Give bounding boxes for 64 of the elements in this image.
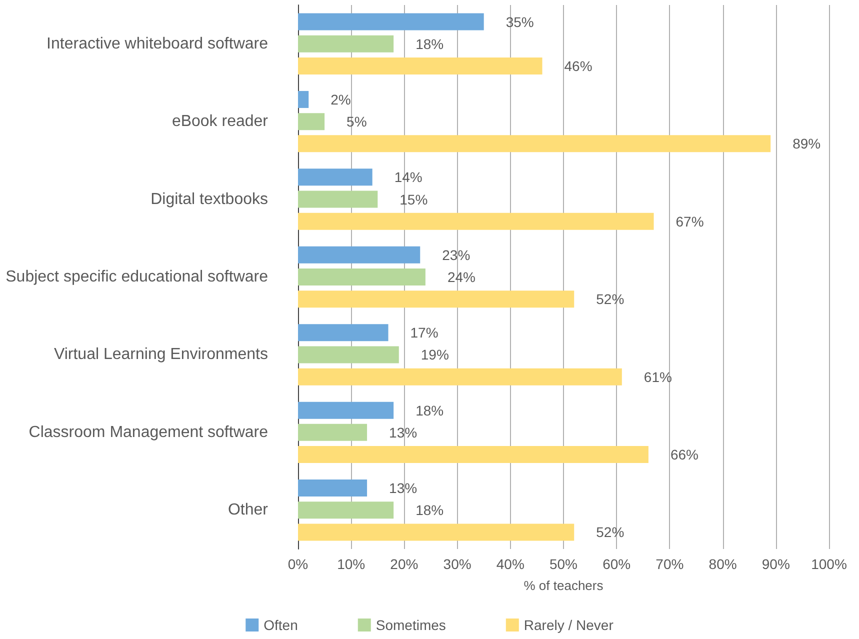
legend-label: Sometimes (376, 617, 446, 633)
bar (298, 113, 325, 130)
bar (298, 212, 654, 230)
legend-label: Often (264, 617, 298, 633)
data-label: 52% (596, 524, 624, 540)
y-tick-label: Other (228, 502, 269, 519)
bar (298, 502, 394, 519)
x-tick-label: 100% (811, 556, 847, 572)
x-tick-label: 0% (288, 556, 308, 572)
x-tick-label: 80% (708, 556, 737, 572)
data-label: 18% (416, 402, 444, 418)
data-label: 15% (400, 191, 428, 208)
y-tick-label: Interactive whiteboard software (46, 35, 268, 52)
legend-label: Rarely / Never (524, 617, 614, 633)
data-label: 5% (346, 114, 367, 130)
bar (298, 57, 542, 74)
data-label: 14% (394, 169, 422, 186)
data-label: 19% (420, 346, 449, 363)
data-label: 24% (447, 269, 476, 285)
data-label: 52% (596, 291, 624, 308)
x-tick-label: 60% (602, 556, 631, 572)
x-tick-label: 50% (549, 556, 578, 572)
bar (298, 35, 394, 52)
y-tick-label: Virtual Learning Environments (54, 346, 268, 364)
y-tick-label: Subject specific educational software (6, 268, 268, 286)
data-label: 66% (670, 446, 698, 463)
bar (298, 168, 372, 186)
x-tick-label: 30% (443, 556, 472, 572)
y-tick-label: Classroom Management software (28, 424, 268, 441)
y-tick-label: eBook reader (172, 113, 269, 130)
x-tick-label: 10% (337, 556, 366, 572)
bar (298, 135, 771, 152)
x-tick-label: 90% (762, 556, 790, 572)
data-label: 23% (442, 246, 470, 263)
data-label: 18% (416, 36, 444, 52)
bar (298, 368, 622, 386)
bar (298, 13, 484, 30)
bar (298, 446, 648, 464)
data-label: 67% (676, 213, 704, 230)
x-axis-title: % of teachers (524, 578, 604, 593)
data-label: 35% (506, 14, 534, 30)
x-tick-label: 70% (656, 556, 684, 572)
bar (298, 290, 574, 308)
bar (298, 402, 394, 419)
data-label: 18% (416, 502, 444, 518)
data-label: 13% (389, 424, 418, 440)
bar (298, 346, 399, 364)
x-tick-label: 40% (496, 556, 524, 572)
data-label: 61% (644, 368, 672, 385)
data-label: 89% (792, 136, 821, 152)
bar (298, 268, 426, 286)
bar (298, 324, 388, 342)
bar (298, 424, 368, 441)
data-label: 17% (410, 324, 438, 341)
bar (298, 90, 309, 108)
x-tick-label: 20% (390, 556, 418, 572)
bar (298, 190, 378, 208)
bar (298, 246, 420, 264)
data-label: 13% (389, 480, 418, 496)
y-tick-label: Digital textbooks (150, 190, 268, 208)
bar (298, 480, 368, 497)
bar (298, 524, 574, 541)
data-label: 2% (330, 91, 351, 108)
data-label: 46% (564, 58, 592, 74)
